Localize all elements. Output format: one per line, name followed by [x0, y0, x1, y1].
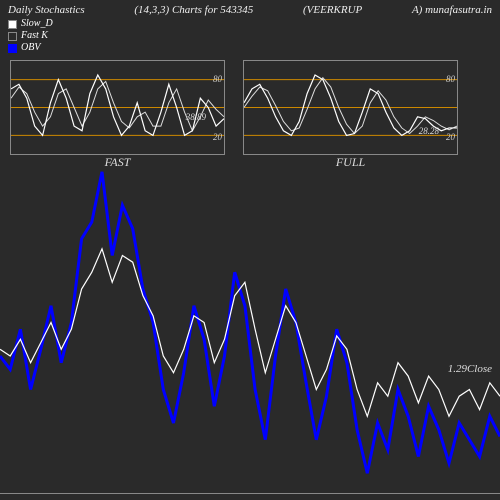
mini-fast-value: 38.89 [186, 112, 206, 122]
legend-slow-d: Slow_D [8, 18, 492, 30]
mini-chart-fast: 80 20 38.89 FAST [10, 60, 225, 155]
legend: Slow_D Fast K OBV [0, 16, 500, 56]
footer-divider [0, 493, 500, 494]
legend-label-obv: OBV [21, 42, 40, 54]
mini-fast-tick-20: 20 [213, 132, 222, 142]
swatch-obv [8, 44, 17, 53]
legend-label-fast-k: Fast K [21, 30, 48, 42]
swatch-fast-k [8, 32, 17, 41]
mini-fast-svg [11, 61, 224, 154]
title-left: Daily Stochastics [8, 4, 85, 16]
mini-full-tick-20: 20 [446, 132, 455, 142]
swatch-slow-d [8, 20, 17, 29]
mini-full-value: 28.28 [419, 126, 439, 136]
mini-full-tick-80: 80 [446, 74, 455, 84]
legend-fast-k: Fast K [8, 30, 492, 42]
close-label: 1.29Close [448, 363, 492, 375]
title-center: (14,3,3) Charts for 543345 [134, 4, 253, 16]
mini-fast-tick-80: 80 [213, 74, 222, 84]
main-chart: 1.29Close [0, 155, 500, 490]
legend-obv: OBV [8, 42, 492, 54]
main-chart-svg [0, 155, 500, 490]
mini-charts-row: 80 20 38.89 FAST 80 20 28.28 FULL [0, 56, 500, 155]
title-right: A) munafasutra.in [412, 4, 492, 16]
chart-header: Daily Stochastics (14,3,3) Charts for 54… [0, 0, 500, 16]
mini-chart-full: 80 20 28.28 FULL [243, 60, 458, 155]
title-ticker: (VEERKRUP [303, 4, 362, 16]
mini-full-svg [244, 61, 457, 154]
legend-label-slow-d: Slow_D [21, 18, 53, 30]
